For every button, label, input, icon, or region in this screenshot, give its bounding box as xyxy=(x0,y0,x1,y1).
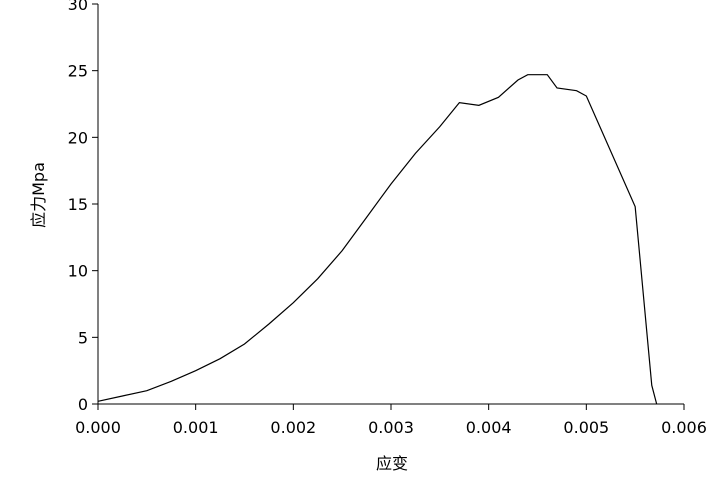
y-tick-label: 0 xyxy=(78,395,88,414)
y-axis-label: 应力Mpa xyxy=(29,162,48,228)
y-tick-label: 10 xyxy=(68,262,88,281)
y-tick-label: 30 xyxy=(68,0,88,14)
x-tick-label: 0.003 xyxy=(368,418,414,437)
x-tick-label: 0.004 xyxy=(466,418,512,437)
x-tick-label: 0.000 xyxy=(75,418,121,437)
x-tick-label: 0.005 xyxy=(563,418,609,437)
x-axis-label: 应变 xyxy=(376,454,408,473)
y-tick-label: 25 xyxy=(68,62,88,81)
data-line xyxy=(97,74,658,405)
x-tick-label: 0.002 xyxy=(270,418,316,437)
x-tick-label: 0.006 xyxy=(661,418,707,437)
y-tick-label: 15 xyxy=(68,195,88,214)
y-tick-label: 20 xyxy=(68,128,88,147)
x-tick-label: 0.001 xyxy=(173,418,219,437)
y-tick-label: 5 xyxy=(78,328,88,347)
